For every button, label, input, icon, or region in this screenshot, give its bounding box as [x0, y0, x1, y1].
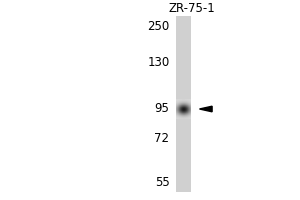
Text: 130: 130 — [147, 56, 170, 70]
Bar — [176, 16, 190, 192]
Text: 72: 72 — [154, 132, 169, 146]
Text: 95: 95 — [154, 102, 169, 116]
Text: ZR-75-1: ZR-75-1 — [169, 2, 215, 16]
Text: 55: 55 — [155, 176, 170, 188]
Polygon shape — [200, 106, 212, 112]
Text: 250: 250 — [147, 20, 170, 32]
